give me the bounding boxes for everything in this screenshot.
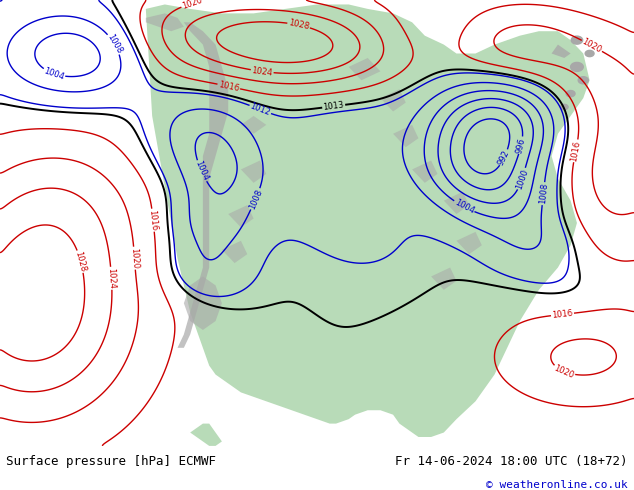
Text: 1004: 1004 <box>453 198 476 216</box>
Text: 1020: 1020 <box>181 0 204 11</box>
Text: 1012: 1012 <box>249 101 272 118</box>
Polygon shape <box>444 192 469 214</box>
Circle shape <box>585 50 594 57</box>
Polygon shape <box>178 22 228 348</box>
Text: 1016: 1016 <box>217 80 240 93</box>
Text: 996: 996 <box>515 137 527 154</box>
Text: 1013: 1013 <box>323 100 345 112</box>
Polygon shape <box>349 58 380 80</box>
Circle shape <box>578 77 588 84</box>
Polygon shape <box>241 161 266 183</box>
Polygon shape <box>146 4 590 437</box>
Text: 1016: 1016 <box>552 309 574 320</box>
Text: 1016: 1016 <box>569 140 582 162</box>
Text: 1028: 1028 <box>287 19 310 32</box>
Polygon shape <box>190 423 222 446</box>
Text: 1004: 1004 <box>193 160 210 182</box>
Text: 1008: 1008 <box>247 188 264 210</box>
Text: 1004: 1004 <box>42 66 65 81</box>
Text: 1000: 1000 <box>514 168 530 190</box>
Text: 1028: 1028 <box>74 250 87 273</box>
Text: 1024: 1024 <box>107 268 117 289</box>
Circle shape <box>566 91 575 97</box>
Circle shape <box>571 62 583 72</box>
Text: Surface pressure [hPa] ECMWF: Surface pressure [hPa] ECMWF <box>6 455 216 468</box>
Text: 1020: 1020 <box>129 247 139 269</box>
Text: 1020: 1020 <box>581 37 604 55</box>
Polygon shape <box>380 89 406 112</box>
Text: © weatheronline.co.uk: © weatheronline.co.uk <box>486 480 628 490</box>
Polygon shape <box>552 45 571 58</box>
Polygon shape <box>393 125 418 147</box>
Text: 1024: 1024 <box>251 66 273 77</box>
Polygon shape <box>146 13 184 31</box>
Circle shape <box>560 104 568 110</box>
Text: Fr 14-06-2024 18:00 UTC (18+72): Fr 14-06-2024 18:00 UTC (18+72) <box>395 455 628 468</box>
Polygon shape <box>228 205 254 227</box>
Text: 1016: 1016 <box>148 209 158 231</box>
Polygon shape <box>431 268 456 290</box>
Text: 992: 992 <box>496 148 512 167</box>
Circle shape <box>571 36 583 44</box>
Polygon shape <box>456 232 482 254</box>
Polygon shape <box>241 116 266 134</box>
Polygon shape <box>184 276 222 330</box>
Text: 1008: 1008 <box>105 33 124 55</box>
Text: 1008: 1008 <box>538 183 549 205</box>
Polygon shape <box>222 241 247 263</box>
Text: 1020: 1020 <box>553 363 576 380</box>
Polygon shape <box>412 161 437 183</box>
